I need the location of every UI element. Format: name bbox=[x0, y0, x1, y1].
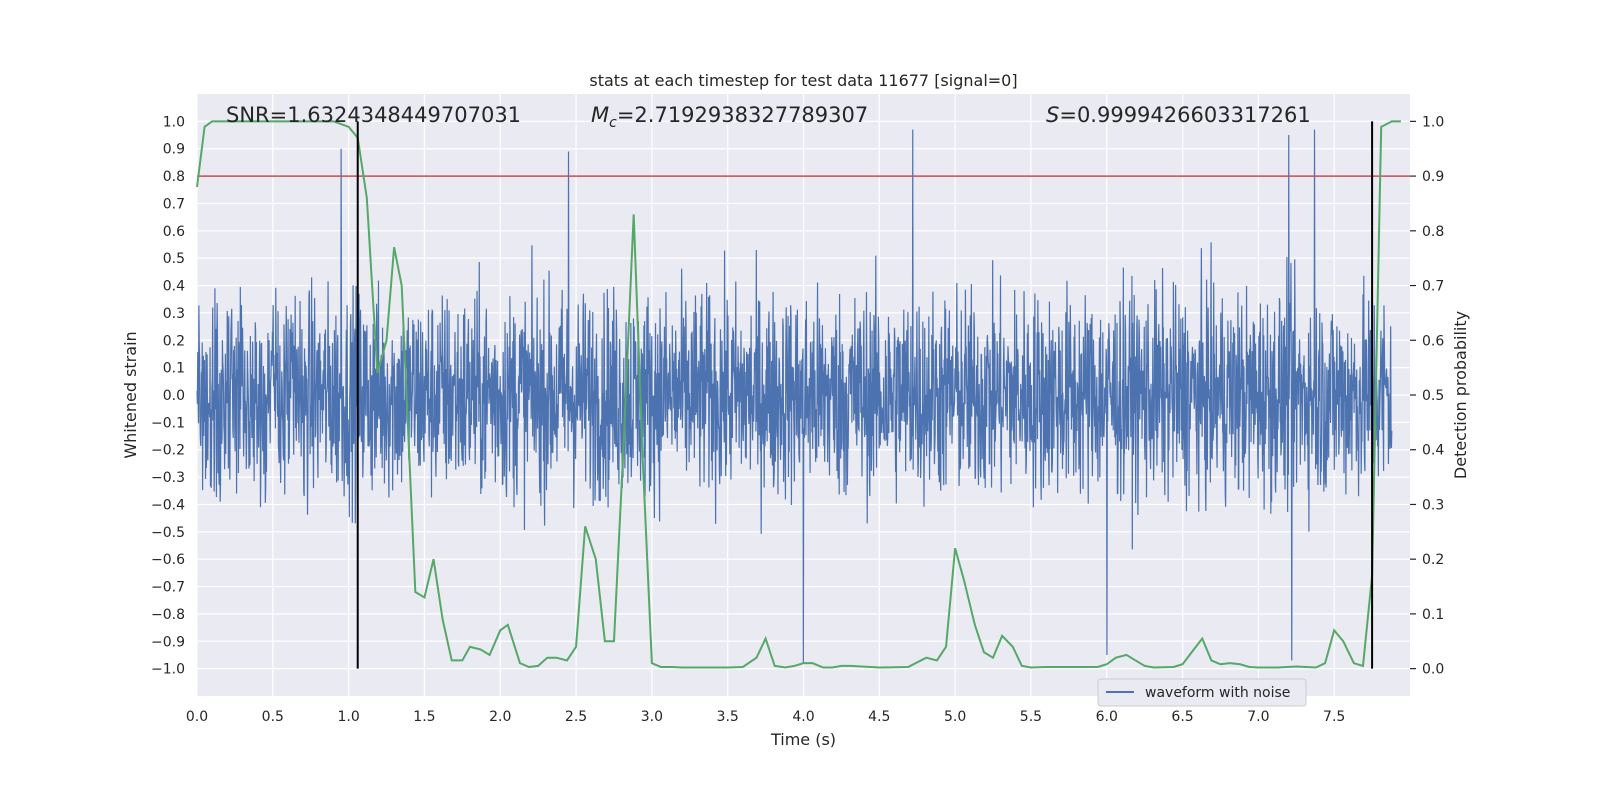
y-tick-label-left: −0.4 bbox=[151, 497, 185, 513]
chart-title: stats at each timestep for test data 116… bbox=[589, 71, 1017, 90]
y-tick-label-left: 0.4 bbox=[163, 279, 185, 295]
y-tick-label-left: 0.5 bbox=[163, 251, 185, 267]
score-symbol: S bbox=[1046, 103, 1059, 127]
chirp-mass-subscript: c bbox=[609, 115, 617, 131]
y-tick-label-left: −0.3 bbox=[151, 470, 185, 486]
x-tick-label: 1.0 bbox=[337, 709, 359, 725]
chirp-mass-symbol: M bbox=[591, 103, 609, 127]
score-value: =0.9999426603317261 bbox=[1059, 103, 1310, 127]
legend-label-waveform: waveform with noise bbox=[1145, 685, 1290, 701]
x-tick-label: 0.0 bbox=[186, 709, 208, 725]
y-tick-label-left: −0.9 bbox=[151, 634, 185, 650]
x-tick-label: 3.5 bbox=[717, 709, 739, 725]
x-tick-label: 4.5 bbox=[868, 709, 890, 725]
legend: waveform with noise bbox=[1097, 678, 1307, 707]
x-tick-label: 6.5 bbox=[1171, 709, 1193, 725]
y-tick-label-right: 0.4 bbox=[1422, 443, 1444, 459]
x-tick-label: 1.5 bbox=[413, 709, 435, 725]
x-tick-label: 5.0 bbox=[944, 709, 966, 725]
right-axis-ticks: 1.0 0.9 0.8 0.7 0.6 0.5 0.4 0.3 0.2 0.1 0.0 bbox=[1410, 114, 1444, 678]
y-tick-label-right: 0.2 bbox=[1422, 552, 1444, 568]
score-annotation: S=0.9999426603317261 bbox=[1046, 103, 1311, 127]
y-tick-label-left: 0.7 bbox=[163, 196, 185, 212]
y-tick-label-left: −1.0 bbox=[151, 662, 185, 678]
y-tick-label-left: 0.8 bbox=[163, 169, 185, 185]
y-tick-label-right: 0.5 bbox=[1422, 388, 1444, 404]
y-tick-label-right: 0.8 bbox=[1422, 224, 1444, 240]
chirp-mass-annotation: Mc=2.7192938327789307 bbox=[591, 103, 868, 131]
y-tick-label-left: 0.2 bbox=[163, 333, 185, 349]
y-tick-label-left: −0.1 bbox=[151, 415, 185, 431]
legend-box bbox=[1097, 678, 1307, 707]
y-tick-label-right: 0.1 bbox=[1422, 607, 1444, 623]
y-tick-label-right: 0.0 bbox=[1422, 662, 1444, 678]
y-tick-label-right: 0.9 bbox=[1422, 169, 1444, 185]
x-tick-label: 2.0 bbox=[489, 709, 511, 725]
y-tick-label-left: 0.1 bbox=[163, 361, 185, 377]
x-tick-label: 6.0 bbox=[1096, 709, 1118, 725]
x-tick-label: 0.5 bbox=[262, 709, 284, 725]
x-axis-ticks: 0.0 0.5 1.0 1.5 2.0 2.5 3.0 3.5 4.0 4.5 5.0 5.5 6.0 6… bbox=[186, 709, 1345, 725]
y-tick-label-left: 0.9 bbox=[163, 142, 185, 158]
y-axis-label-right: Detection probability bbox=[1451, 311, 1470, 479]
x-tick-label: 3.0 bbox=[641, 709, 663, 725]
y-tick-label-right: 0.7 bbox=[1422, 279, 1444, 295]
y-tick-label-left: 0.6 bbox=[163, 224, 185, 240]
y-tick-label-left: −0.2 bbox=[151, 443, 185, 459]
y-tick-label-left: 0.0 bbox=[163, 388, 185, 404]
left-axis-ticks: 1.0 0.9 0.8 0.7 0.6 0.5 0.4 0.3 0.2 0.1 0.0 −0.1 −0.… bbox=[151, 114, 185, 677]
y-tick-label-left: −0.8 bbox=[151, 607, 185, 623]
y-tick-label-right: 0.3 bbox=[1422, 497, 1444, 513]
y-tick-label-left: 1.0 bbox=[163, 114, 185, 130]
y-tick-label-right: 1.0 bbox=[1422, 114, 1444, 130]
vertical-lines bbox=[356, 121, 1374, 669]
y-tick-label-right: 0.6 bbox=[1422, 333, 1444, 349]
x-tick-label: 4.0 bbox=[792, 709, 814, 725]
x-tick-label: 7.5 bbox=[1323, 709, 1345, 725]
y-tick-label-left: 0.3 bbox=[163, 306, 185, 322]
x-tick-label: 2.5 bbox=[565, 709, 587, 725]
y-axis-label-left: Whitened strain bbox=[121, 331, 140, 458]
y-tick-label-left: −0.6 bbox=[151, 552, 185, 568]
y-tick-label-left: −0.5 bbox=[151, 525, 185, 541]
waveform-series bbox=[196, 129, 1393, 664]
snr-annotation: SNR=1.6324348449707031 bbox=[226, 103, 521, 127]
x-tick-label: 7.0 bbox=[1247, 709, 1269, 725]
probability-layer bbox=[196, 120, 1401, 669]
x-tick-label: 5.5 bbox=[1020, 709, 1042, 725]
waveform-line bbox=[196, 129, 1393, 664]
chirp-mass-value: =2.7192938327789307 bbox=[617, 103, 868, 127]
y-tick-label-left: −0.7 bbox=[151, 580, 185, 596]
x-axis-label: Time (s) bbox=[770, 730, 836, 749]
probability-line bbox=[196, 120, 1401, 669]
